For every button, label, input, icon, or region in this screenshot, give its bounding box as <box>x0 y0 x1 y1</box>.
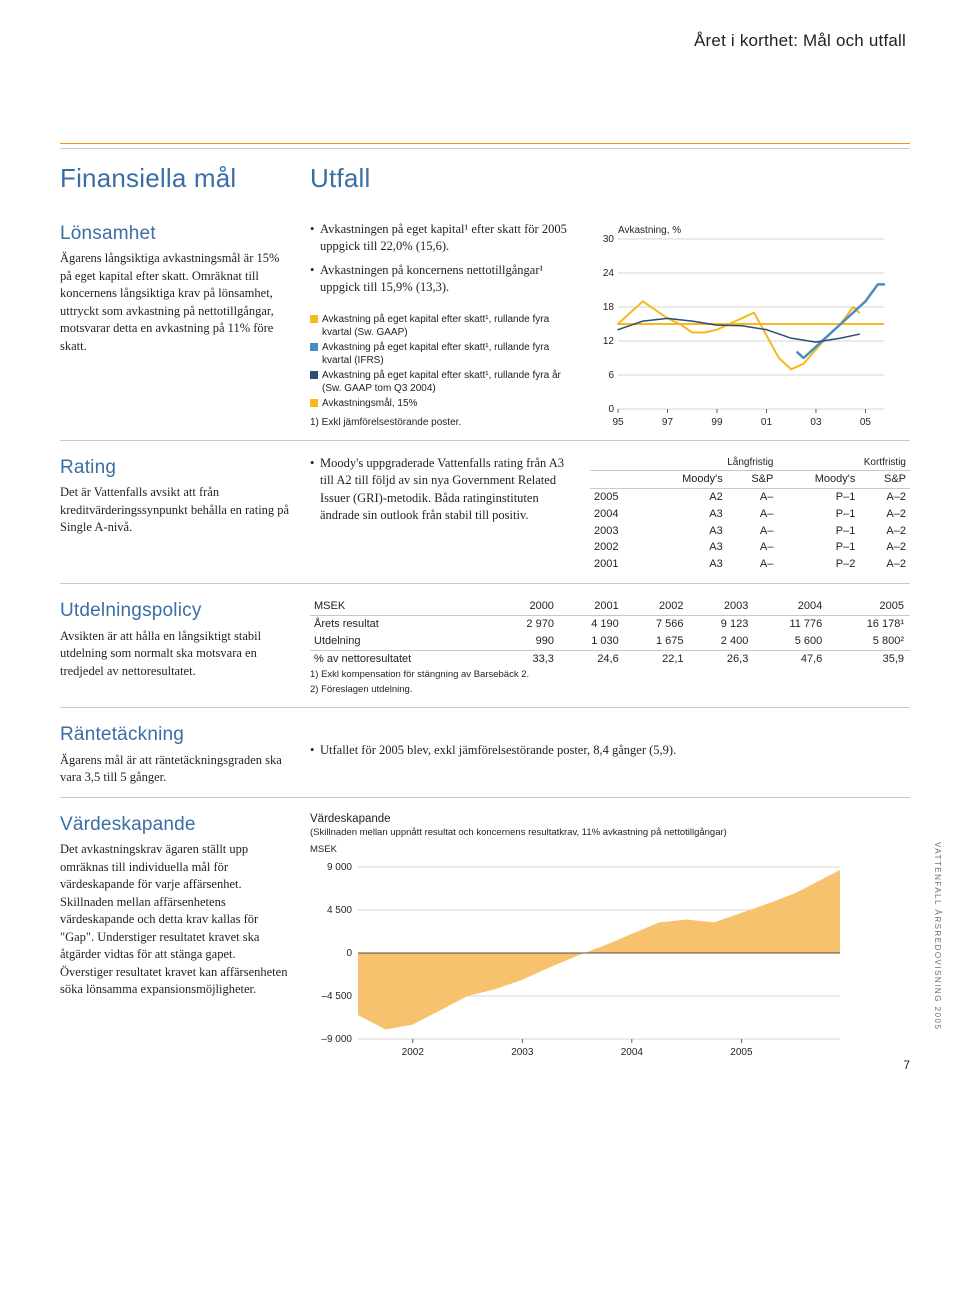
table-row: 2002A3A–P–1A–2 <box>590 539 910 556</box>
svg-text:–4 500: –4 500 <box>321 991 352 1002</box>
heading-financial: Finansiella mål <box>60 161 290 196</box>
svg-text:6: 6 <box>608 370 614 381</box>
subheading-rating: Rating <box>60 455 290 481</box>
utdelning-note-1: 1) Exkl kompensation för stängning av Ba… <box>310 669 910 682</box>
svg-text:0: 0 <box>346 948 352 959</box>
legend-2: Avkastning på eget kapital efter skatt¹,… <box>322 341 574 368</box>
svg-text:12: 12 <box>603 336 615 347</box>
legend-1: Avkastning på eget kapital efter skatt¹,… <box>322 313 574 340</box>
lonsamhet-note: 1) Exkl jämförelsestörande poster. <box>310 416 574 430</box>
svg-text:2004: 2004 <box>621 1047 644 1058</box>
utdelning-body: Avsikten är att hålla en långsiktigt sta… <box>60 628 290 681</box>
lonsamhet-body: Ägarens långsiktiga avkastningsmål är 15… <box>60 250 290 355</box>
utdelning-note-2: 2) Föreslagen utdelning. <box>310 684 910 697</box>
svg-text:95: 95 <box>612 417 624 428</box>
section-rating: Rating Det är Vattenfalls avsikt att frå… <box>60 441 910 585</box>
subheading-lonsamhet: Lönsamhet <box>60 221 290 247</box>
rating-table: Långfristig Kortfristig Moody's S&P Mood… <box>590 455 910 574</box>
svg-text:01: 01 <box>761 417 773 428</box>
section-lonsamhet: Lönsamhet Ägarens långsiktiga avkastning… <box>60 207 910 441</box>
varde-body: Det avkastningskrav ägaren ställt upp om… <box>60 841 290 999</box>
subheading-varde: Värdeskapande <box>60 812 290 838</box>
section-utdelning: Utdelningspolicy Avsikten är att hålla e… <box>60 584 910 708</box>
svg-text:0: 0 <box>608 404 614 415</box>
page-title: Året i korthet: Mål och utfall <box>60 30 910 53</box>
svg-text:30: 30 <box>603 234 615 245</box>
table-row: 2003A3A–P–1A–2 <box>590 523 910 540</box>
heading-outcome: Utfall <box>310 161 370 196</box>
svg-text:9 000: 9 000 <box>327 862 352 873</box>
rante-body: Ägarens mål är att räntetäckningsgraden … <box>60 752 290 787</box>
subheading-rante: Räntetäckning <box>60 722 290 748</box>
rante-bullet: Utfallet för 2005 blev, exkl jämförelses… <box>320 742 676 760</box>
page-number: 7 <box>903 1057 910 1073</box>
svg-text:03: 03 <box>810 417 822 428</box>
table-row: % av nettoresultatet33,324,622,126,347,6… <box>310 650 910 667</box>
table-row: Utdelning9901 0301 6752 4005 6005 800² <box>310 633 910 650</box>
svg-text:99: 99 <box>711 417 723 428</box>
legend-3: Avkastning på eget kapital efter skatt¹,… <box>322 369 574 396</box>
varde-chart-title: Värdeskapande <box>310 812 910 828</box>
svg-text:Avkastning, %: Avkastning, % <box>618 225 681 236</box>
varde-chart-unit: MSEK <box>310 844 910 857</box>
table-row: 2004A3A–P–1A–2 <box>590 506 910 523</box>
chart-avkastning: Avkastning, %0612182430959799010305 <box>590 221 890 421</box>
varde-chart-sub: (Skillnaden mellan uppnått resultat och … <box>310 827 910 840</box>
table-row: 2005A2A–P–1A–2 <box>590 488 910 505</box>
svg-text:4 500: 4 500 <box>327 905 352 916</box>
legend-4: Avkastningsmål, 15% <box>322 397 417 411</box>
lonsamhet-bullet-1: •Avkastningen på eget kapital¹ efter ska… <box>310 221 574 256</box>
footer-vertical-text: VATTENFALL ÅRSREDOVISNING 2005 <box>931 842 942 1030</box>
section-varde: Värdeskapande Det avkastningskrav ägaren… <box>60 798 910 1071</box>
svg-text:97: 97 <box>662 417 674 428</box>
svg-text:2003: 2003 <box>511 1047 534 1058</box>
svg-text:05: 05 <box>860 417 872 428</box>
chart-varde: 9 000 4 500 0 –4 500 –9 000 2002 2003 2004 2005 <box>310 861 910 1061</box>
rating-body: Det är Vattenfalls avsikt att från kredi… <box>60 484 290 537</box>
svg-text:18: 18 <box>603 302 615 313</box>
svg-text:2002: 2002 <box>402 1047 425 1058</box>
svg-text:24: 24 <box>603 268 615 279</box>
svg-text:–9 000: –9 000 <box>321 1034 352 1045</box>
utdelning-table: MSEK 2000 2001 2002 2003 2004 2005 Årets… <box>310 598 910 667</box>
rating-bullet: Moody's uppgraderade Vattenfalls rating … <box>320 455 574 525</box>
table-row: 2001A3A–P–2A–2 <box>590 556 910 573</box>
svg-text:2005: 2005 <box>730 1047 753 1058</box>
table-row: Årets resultat2 9704 1907 5669 12311 776… <box>310 615 910 632</box>
section-rante: Räntetäckning Ägarens mål är att räntetä… <box>60 708 910 798</box>
subheading-utdelning: Utdelningspolicy <box>60 598 290 624</box>
lonsamhet-bullet-2: •Avkastningen på koncernens nettotillgån… <box>310 262 574 297</box>
